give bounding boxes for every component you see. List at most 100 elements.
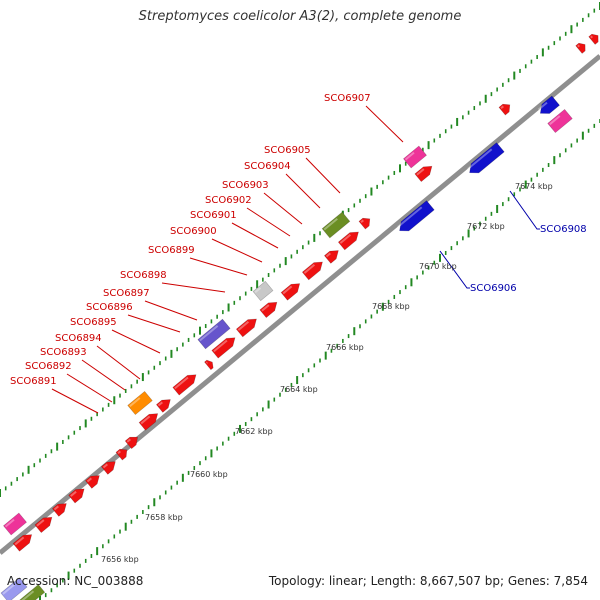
red-gene-arrow-highlight bbox=[282, 285, 293, 295]
gene-label-sco6896: SCO6896 bbox=[86, 302, 133, 313]
gene-label-sco6899: SCO6899 bbox=[148, 245, 195, 256]
red-gene-arrow bbox=[68, 488, 85, 504]
gene-label-sco6906: SCO6906 bbox=[470, 283, 517, 294]
olive-gene-box-highlight bbox=[323, 217, 338, 231]
red-gene-arrow bbox=[235, 318, 257, 338]
gene-label-sco6897: SCO6897 bbox=[103, 288, 150, 299]
magenta-gene-box-shape bbox=[403, 145, 427, 169]
red-gene-arrow-shape bbox=[235, 318, 257, 338]
gene-label-leader bbox=[96, 345, 141, 380]
blue-gene-arrow-shape bbox=[539, 95, 560, 114]
red-gene-arrow-highlight bbox=[416, 168, 425, 176]
purple-gene-box bbox=[197, 318, 231, 350]
red-gene-arrow-shape bbox=[84, 475, 100, 489]
gene-label-leader bbox=[439, 250, 470, 289]
red-gene-arrow-highlight bbox=[261, 304, 270, 312]
gene-label-leader bbox=[305, 157, 341, 194]
red-gene-arrow-shape bbox=[172, 374, 197, 396]
gene-label-sco6905: SCO6905 bbox=[264, 145, 311, 156]
red-gene-arrow-shape bbox=[498, 103, 511, 116]
kbp-label: 7666 kbp bbox=[326, 343, 364, 352]
red-gene-arrow-shape bbox=[115, 448, 128, 461]
grey-gene-box bbox=[252, 280, 274, 302]
red-gene-arrow-highlight bbox=[174, 376, 189, 390]
red-gene-arrow-highlight bbox=[205, 361, 208, 364]
olive-gene-box bbox=[14, 584, 46, 600]
kbp-label: 7660 kbp bbox=[190, 470, 228, 479]
gene-label-leader bbox=[51, 388, 99, 414]
magenta-gene-box-shape bbox=[547, 108, 573, 134]
blue-gene-arrow bbox=[537, 95, 560, 114]
red-gene-arrow-highlight bbox=[157, 401, 163, 407]
gene-label-leader bbox=[211, 238, 263, 263]
gene-label-sco6895: SCO6895 bbox=[70, 317, 117, 328]
red-gene-arrow bbox=[575, 42, 586, 54]
kbp-label: 7674 kbp bbox=[515, 182, 553, 191]
olive-gene-box-shape bbox=[14, 584, 46, 600]
red-gene-arrow-highlight bbox=[325, 252, 331, 258]
red-gene-arrow-highlight bbox=[36, 519, 45, 527]
red-gene-arrow-highlight bbox=[339, 234, 352, 244]
red-gene-arrow-shape bbox=[337, 231, 359, 251]
red-gene-arrow-highlight bbox=[126, 438, 131, 443]
red-gene-arrow bbox=[301, 261, 323, 281]
red-gene-arrow-shape bbox=[204, 359, 214, 371]
red-gene-arrow-highlight bbox=[14, 536, 25, 546]
red-gene-arrow-shape bbox=[358, 217, 371, 230]
gene-label-sco6901: SCO6901 bbox=[190, 210, 237, 221]
gene-label-leader bbox=[509, 190, 540, 230]
gene-label-leader bbox=[285, 173, 321, 209]
blue-gene-arrow-highlight bbox=[537, 101, 548, 111]
red-gene-arrow bbox=[138, 413, 159, 431]
gene-label-leader bbox=[246, 207, 291, 237]
kbp-label: 7672 kbp bbox=[467, 222, 505, 231]
red-gene-arrow-shape bbox=[259, 301, 278, 319]
gene-label-sco6902: SCO6902 bbox=[205, 195, 252, 206]
red-gene-arrow-shape bbox=[68, 488, 85, 504]
blue-gene-arrow-highlight bbox=[397, 206, 423, 228]
blue-gene-arrow-shape bbox=[469, 142, 505, 174]
blue-gene-arrow bbox=[467, 142, 505, 174]
olive-gene-box bbox=[321, 211, 351, 239]
gene-label-sco6908: SCO6908 bbox=[540, 224, 587, 235]
red-gene-arrow-shape bbox=[280, 283, 301, 301]
red-gene-arrow bbox=[12, 534, 33, 552]
gene-label-leader bbox=[231, 222, 279, 249]
blue-gene-arrow-shape bbox=[399, 200, 435, 232]
red-gene-arrow-highlight bbox=[86, 477, 92, 483]
gene-label-sco6894: SCO6894 bbox=[55, 333, 102, 344]
red-gene-arrow-shape bbox=[323, 250, 339, 264]
kbp-label: 7662 kbp bbox=[235, 427, 273, 436]
gene-label-sco6891: SCO6891 bbox=[10, 376, 57, 387]
red-gene-arrow-highlight bbox=[500, 105, 504, 110]
red-gene-arrow-shape bbox=[211, 337, 236, 359]
red-gene-arrow bbox=[358, 217, 371, 230]
red-gene-arrow-highlight bbox=[70, 490, 77, 497]
gene-label-leader bbox=[66, 373, 113, 403]
magenta-gene-box-highlight bbox=[404, 151, 415, 161]
red-gene-arrow-highlight bbox=[360, 219, 364, 224]
gene-label-sco6903: SCO6903 bbox=[222, 180, 269, 191]
red-gene-arrow-shape bbox=[51, 503, 67, 517]
red-gene-arrow-highlight bbox=[213, 339, 228, 353]
red-gene-arrow bbox=[172, 374, 197, 396]
magenta-gene-box bbox=[3, 512, 27, 536]
light-purple-gene-box-shape bbox=[0, 577, 28, 600]
grey-gene-box-shape bbox=[252, 280, 274, 302]
gene-label-leader bbox=[127, 314, 181, 333]
kbp-label: 7670 kbp bbox=[419, 262, 457, 271]
red-gene-arrow-shape bbox=[575, 42, 586, 54]
chromosome-backbone bbox=[0, 54, 600, 555]
red-gene-arrow-shape bbox=[12, 534, 33, 552]
gene-label-leader bbox=[365, 105, 404, 143]
grey-gene-box-highlight bbox=[254, 287, 262, 294]
gene-label-sco6904: SCO6904 bbox=[244, 161, 291, 172]
gene-label-sco6907: SCO6907 bbox=[324, 93, 371, 104]
red-gene-arrow-shape bbox=[124, 436, 138, 450]
magenta-gene-box-highlight bbox=[549, 115, 561, 126]
red-gene-arrow bbox=[204, 359, 214, 371]
gene-label-leader bbox=[111, 329, 161, 354]
red-gene-arrow bbox=[124, 436, 138, 450]
